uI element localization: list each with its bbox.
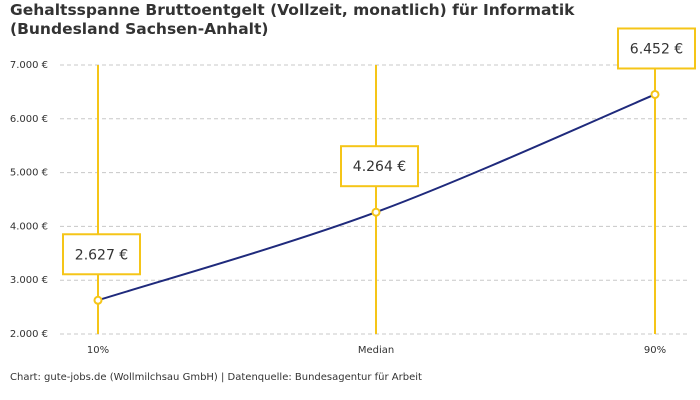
x-tick-label: Median	[358, 345, 394, 356]
point	[371, 207, 381, 217]
y-tick-label: 4.000 €	[10, 221, 48, 232]
data-label: 2.627 €	[75, 247, 128, 263]
x-tick-label: 90%	[644, 345, 666, 356]
y-tick-label: 3.000 €	[10, 275, 48, 286]
label-box	[617, 27, 696, 70]
y-tick-label: 7.000 €	[10, 60, 48, 71]
chart-title: Gehaltsspanne Bruttoentgelt (Vollzeit, m…	[10, 1, 575, 38]
label-box	[62, 233, 141, 276]
y-tick-label: 6.000 €	[10, 114, 48, 125]
point	[93, 295, 103, 305]
source: Chart: gute-jobs.de (Wollmilchsau GmbH) …	[10, 372, 422, 383]
y-tick-label: 2.000 €	[10, 329, 48, 340]
y-tick-label: 5.000 €	[10, 168, 48, 179]
label-box	[340, 145, 419, 188]
x-tick-label: 10%	[87, 345, 109, 356]
point	[650, 89, 660, 99]
data-label: 4.264 €	[353, 159, 406, 175]
data-label: 6.452 €	[630, 41, 683, 57]
